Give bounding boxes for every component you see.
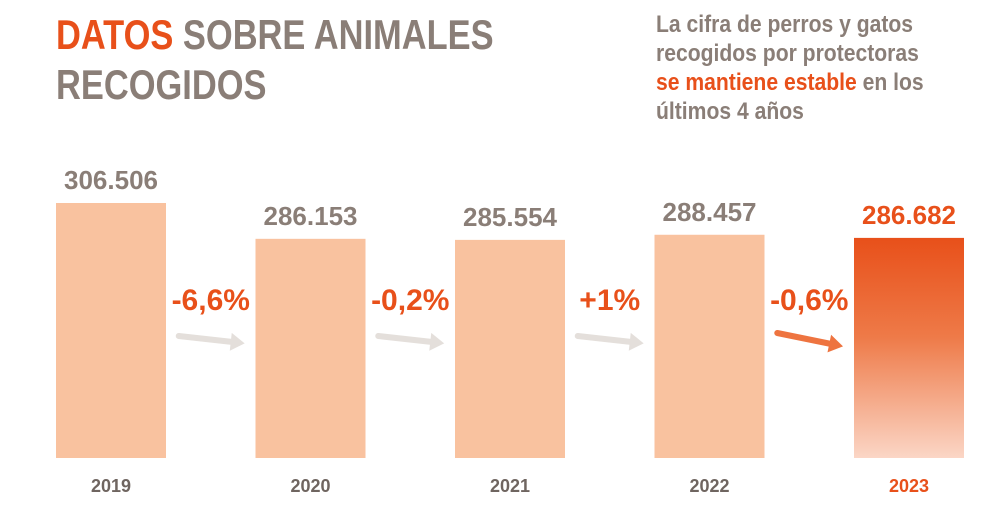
change-label-0: -6,6% xyxy=(172,284,250,317)
title-rest-1: SOBRE ANIMALES xyxy=(173,11,494,58)
bar-2023 xyxy=(854,237,964,458)
value-label-2021: 285.554 xyxy=(463,202,558,232)
subtitle-line-1: La cifra de perros y gatos xyxy=(656,11,914,38)
value-label-2020: 286.153 xyxy=(264,201,358,231)
value-label-2023: 286.682 xyxy=(862,200,956,230)
arrow-icon xyxy=(375,332,445,351)
change-label-3: -0,6% xyxy=(770,284,848,317)
bar-2022 xyxy=(654,234,765,458)
arrow-icon xyxy=(774,330,844,353)
title-accent: DATOS xyxy=(56,11,174,58)
bar-2020 xyxy=(255,238,366,458)
subtitle-line-3-accent: se mantiene estable xyxy=(656,69,857,96)
bar-2021 xyxy=(455,239,565,458)
value-label-2022: 288.457 xyxy=(663,197,757,227)
arrow-icon xyxy=(574,332,644,351)
year-label-2023: 2023 xyxy=(889,476,929,496)
subtitle-line-2: recogidos por protectoras xyxy=(656,40,919,67)
change-label-1: -0,2% xyxy=(371,284,449,317)
subtitle-line-4: últimos 4 años xyxy=(656,98,804,125)
bar-2019 xyxy=(56,203,166,458)
value-label-2019: 306.506 xyxy=(64,165,158,195)
chart-title: DATOS SOBRE ANIMALES RECOGIDOS xyxy=(56,10,494,110)
year-label-2019: 2019 xyxy=(91,476,131,496)
year-label-2020: 2020 xyxy=(290,476,330,496)
subtitle-line-3-rest: en los xyxy=(856,69,924,96)
chart-subtitle: La cifra de perros y gatos recogidos por… xyxy=(656,10,924,126)
change-label-2: +1% xyxy=(579,284,640,317)
title-rest-2: RECOGIDOS xyxy=(56,61,267,108)
year-label-2021: 2021 xyxy=(490,476,530,496)
arrow-icon xyxy=(175,332,245,351)
year-label-2022: 2022 xyxy=(689,476,729,496)
